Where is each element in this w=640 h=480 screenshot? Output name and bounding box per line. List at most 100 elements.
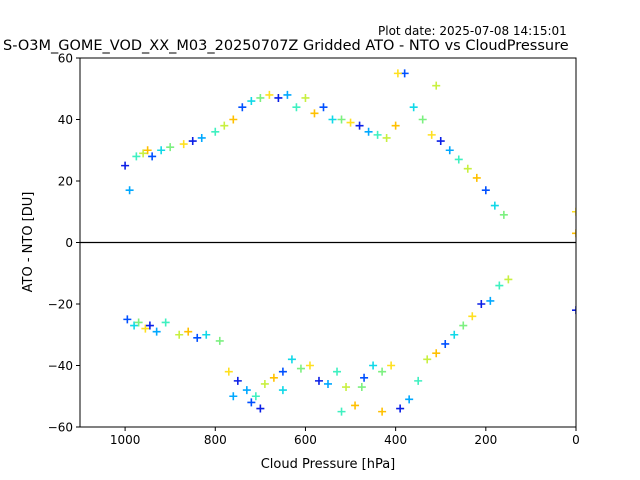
data-point — [418, 115, 427, 124]
data-point — [152, 327, 161, 336]
data-point — [301, 93, 310, 102]
data-point — [468, 312, 477, 321]
data-point — [247, 97, 256, 106]
data-point — [396, 404, 405, 413]
data-point — [265, 90, 274, 99]
data-point — [486, 296, 495, 305]
data-point — [278, 386, 287, 395]
data-point — [351, 401, 360, 410]
x-axis-ticks: 1000 800 600 400 200 0 — [110, 427, 580, 447]
data-point — [499, 210, 508, 219]
data-point — [387, 361, 396, 370]
data-point — [274, 93, 283, 102]
data-point — [233, 376, 242, 385]
data-point — [459, 321, 468, 330]
x-tick-label: 400 — [384, 433, 407, 447]
data-point — [157, 146, 166, 155]
data-point — [251, 392, 260, 401]
data-point — [242, 386, 251, 395]
data-point — [572, 207, 576, 216]
data-point — [215, 336, 224, 345]
x-tick-label: 1000 — [110, 433, 141, 447]
data-point — [454, 155, 463, 164]
data-point — [305, 361, 314, 370]
data-point — [197, 133, 206, 142]
data-point — [477, 300, 486, 308]
data-point — [400, 69, 409, 78]
data-point — [132, 152, 141, 161]
data-point — [193, 333, 202, 342]
data-point — [143, 146, 152, 155]
data-point — [224, 367, 233, 376]
y-tick-label: 0 — [65, 236, 73, 250]
y-tick-label: 20 — [58, 175, 73, 189]
data-point — [161, 318, 170, 327]
data-point — [360, 373, 369, 382]
x-tick-label: 800 — [204, 433, 227, 447]
data-point — [139, 149, 148, 158]
data-point — [319, 103, 328, 112]
data-point — [130, 321, 139, 330]
data-point — [342, 383, 351, 392]
data-point — [220, 121, 229, 130]
data-point — [269, 373, 278, 382]
data-point — [445, 146, 454, 155]
scatter-points — [121, 69, 576, 416]
y-axis-ticks: −60 −40 −20 0 20 40 60 — [48, 52, 80, 435]
data-point — [423, 355, 432, 364]
data-point — [256, 93, 265, 102]
data-point — [134, 318, 143, 327]
data-point — [229, 115, 238, 124]
data-point — [472, 173, 481, 182]
data-point — [504, 275, 513, 284]
y-tick-label: −40 — [48, 359, 73, 373]
data-point — [481, 186, 490, 195]
data-point — [463, 164, 472, 173]
data-point — [364, 127, 373, 136]
y-axis-label: ATO - NTO [DU] — [21, 192, 36, 293]
data-point — [432, 81, 441, 90]
data-point — [202, 330, 211, 339]
data-point — [378, 367, 387, 376]
y-tick-label: −60 — [48, 421, 73, 435]
data-point — [432, 349, 441, 358]
data-point — [121, 161, 130, 170]
data-point — [229, 392, 238, 401]
data-point — [247, 398, 256, 407]
data-point — [287, 355, 296, 364]
chart-title: S-O3M_GOME_VOD_XX_M03_20250707Z Gridded … — [3, 38, 569, 54]
data-point — [355, 121, 364, 130]
data-point — [357, 383, 366, 392]
data-point — [125, 186, 134, 195]
data-point — [141, 324, 150, 333]
x-axis-label: Cloud Pressure [hPa] — [261, 457, 396, 472]
data-point — [296, 364, 305, 373]
data-point — [310, 109, 319, 118]
plot-date-label: Plot date: 2025-07-08 14:15:01 — [378, 24, 567, 38]
data-point — [166, 143, 175, 152]
x-tick-label: 600 — [294, 433, 317, 447]
data-point — [314, 376, 323, 385]
data-point — [409, 103, 418, 112]
data-point — [378, 407, 387, 416]
data-point — [405, 395, 414, 404]
data-point — [260, 379, 269, 388]
y-tick-label: −20 — [48, 298, 73, 312]
data-point — [278, 367, 287, 376]
data-point — [441, 339, 450, 348]
data-point — [211, 127, 220, 136]
data-point — [337, 115, 346, 124]
data-point — [346, 118, 355, 127]
data-point — [572, 229, 576, 238]
data-point — [148, 152, 157, 161]
data-point — [391, 121, 400, 130]
data-point — [324, 379, 332, 388]
data-point — [175, 330, 184, 339]
data-point — [283, 90, 292, 99]
data-point — [123, 315, 132, 324]
data-point — [414, 376, 423, 385]
y-tick-label: 60 — [58, 52, 73, 66]
data-point — [490, 201, 499, 210]
